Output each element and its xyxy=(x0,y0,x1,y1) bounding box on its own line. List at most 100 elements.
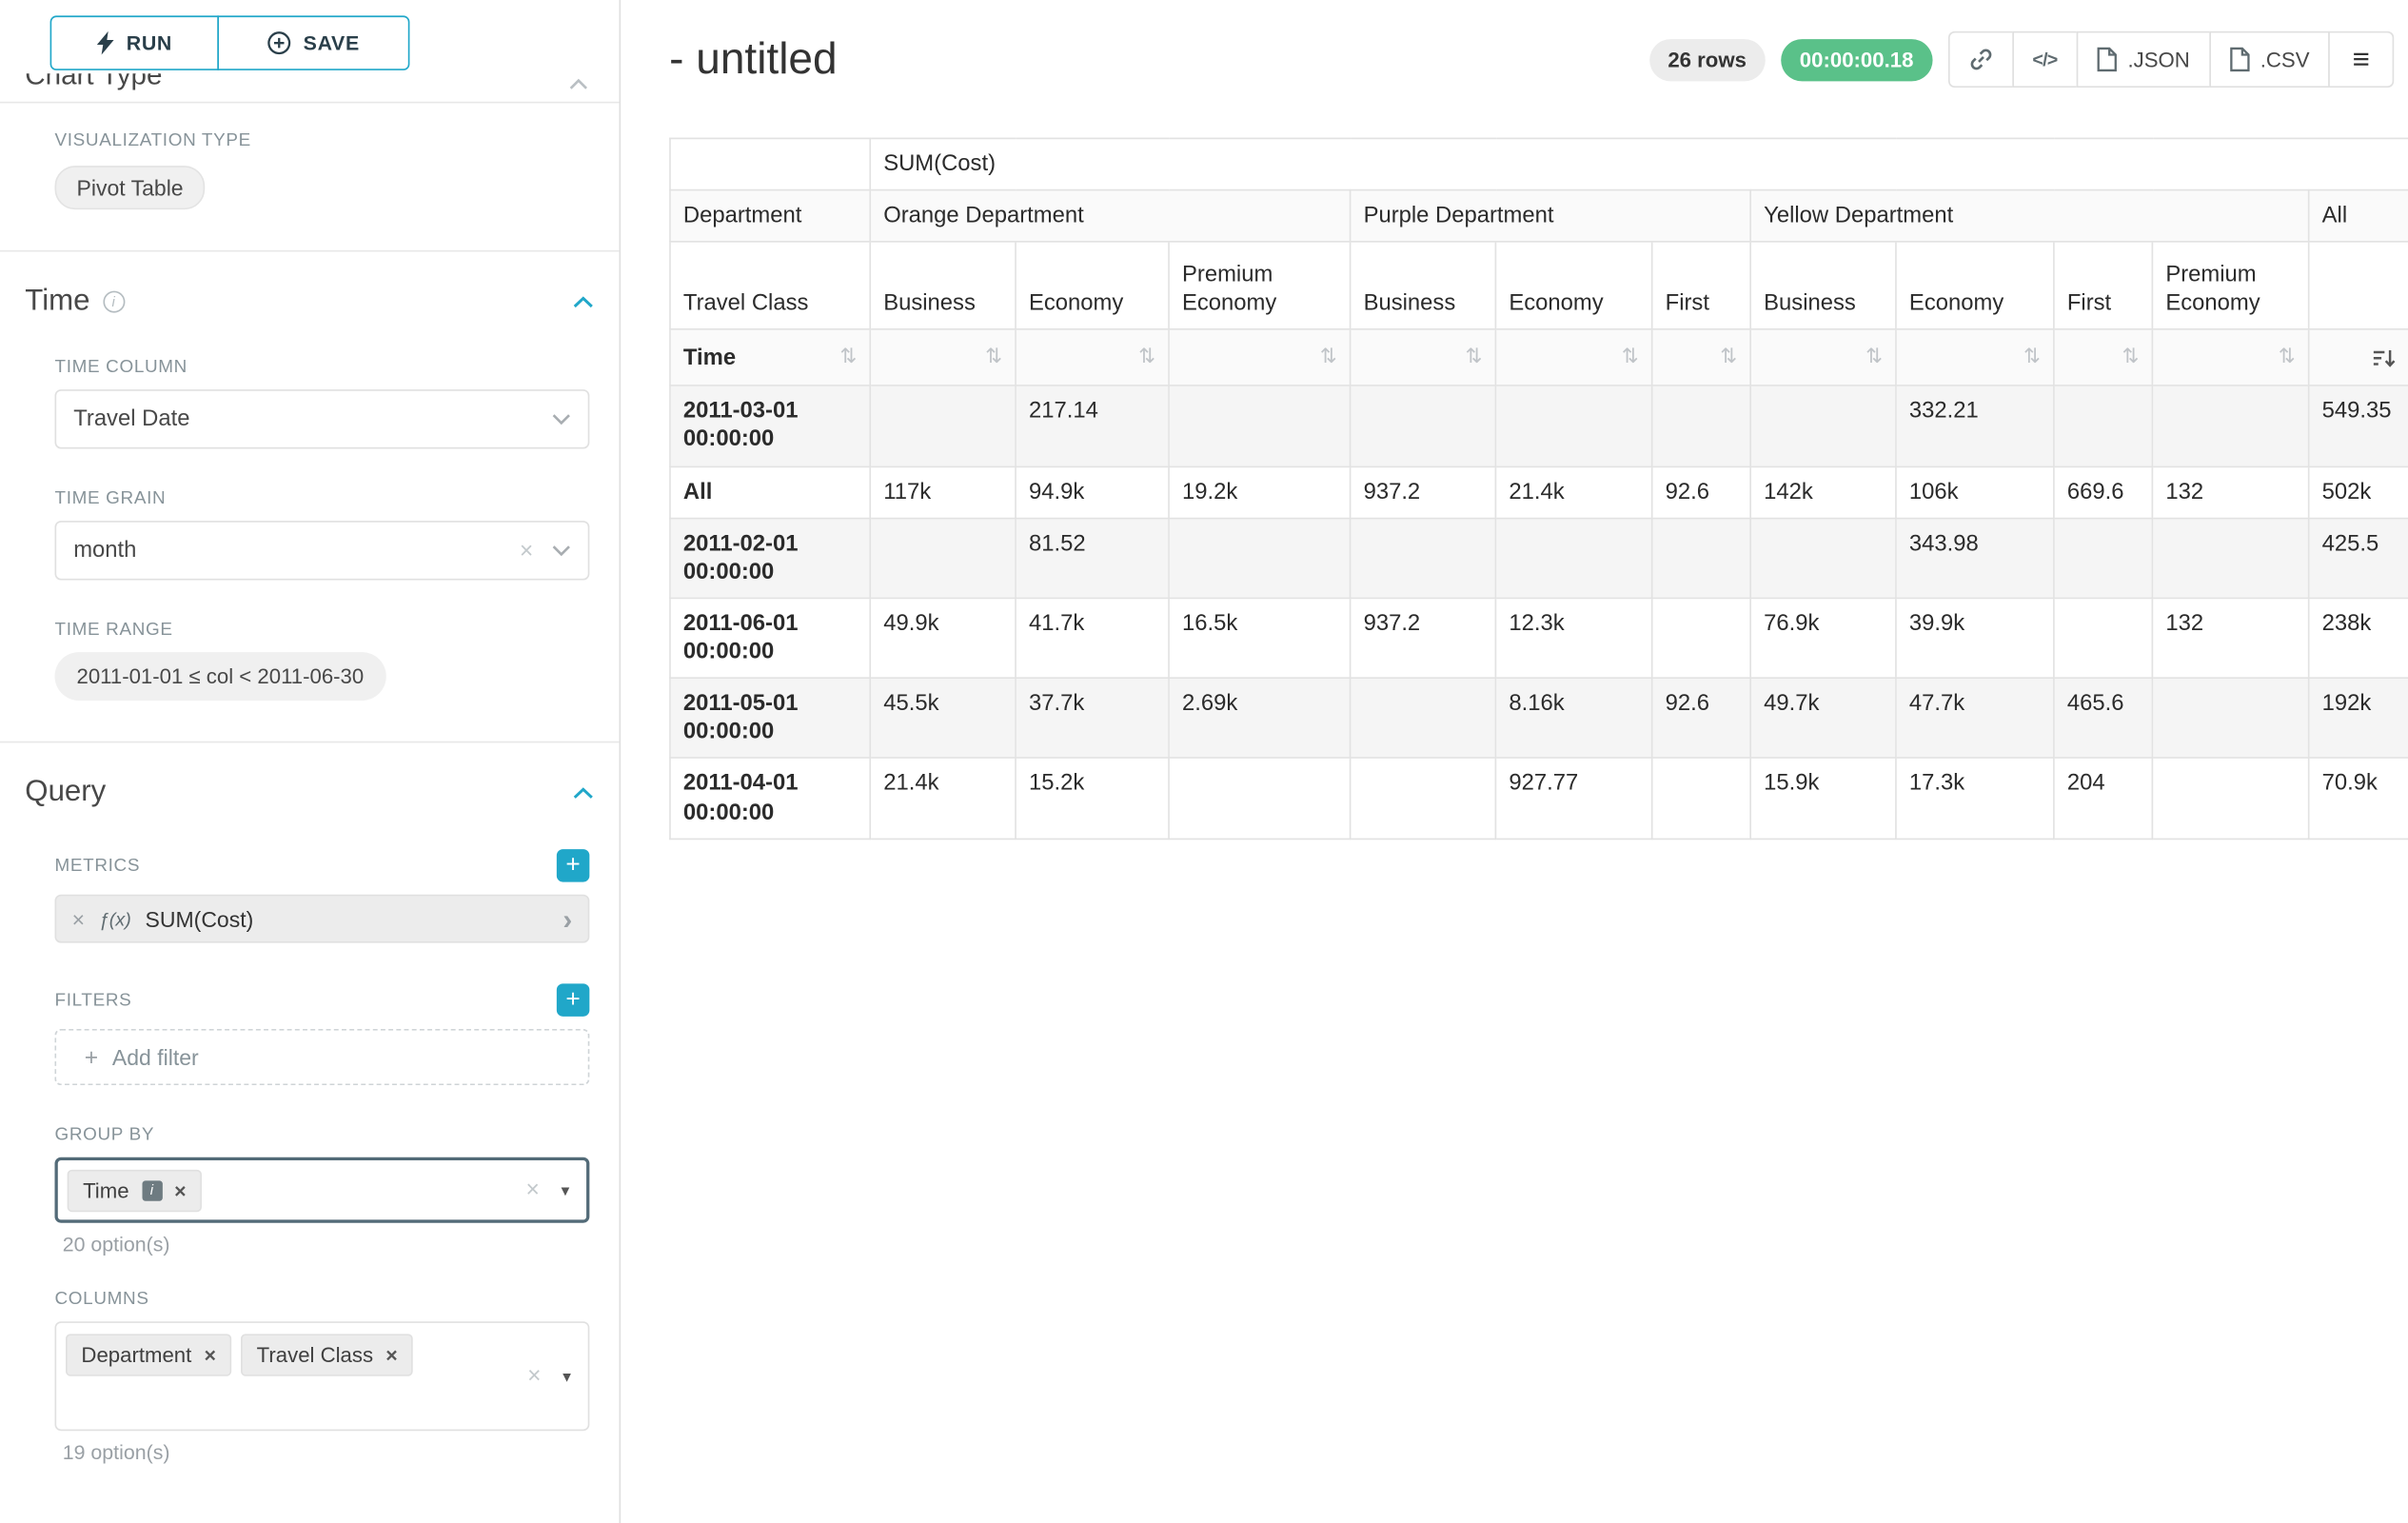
sort-toggle-icon[interactable]: ⇅ xyxy=(1621,345,1639,369)
clear-all-icon[interactable]: × xyxy=(525,1177,540,1204)
sort-toggle-icon[interactable]: ⇅ xyxy=(2278,345,2296,369)
sort-toggle-icon[interactable]: ⇅ xyxy=(1319,345,1337,369)
metrics-label: METRICS xyxy=(54,856,141,876)
pivot-class-header: Premium Economy xyxy=(1168,241,1352,331)
columns-chip[interactable]: Department × xyxy=(66,1334,232,1376)
query-section-title: Query xyxy=(25,775,107,809)
add-filter-plus-button[interactable]: + xyxy=(556,983,590,1017)
pivot-corner-cell xyxy=(669,137,872,191)
columns-chip[interactable]: Travel Class × xyxy=(241,1334,414,1376)
sort-toggle-icon[interactable]: ⇅ xyxy=(1465,345,1483,369)
chip-label: Travel Class xyxy=(256,1343,374,1367)
pivot-value-cell: 21.4k xyxy=(1494,465,1653,519)
sort-toggle-icon[interactable]: ⇅ xyxy=(2023,345,2041,369)
pivot-value-cell: 12.3k xyxy=(1494,597,1653,680)
pivot-class-header: Premium Economy xyxy=(2151,241,2310,331)
add-filter-button[interactable]: + Add filter xyxy=(54,1029,590,1086)
pivot-sort-header: ⇅ xyxy=(2053,328,2154,387)
pivot-value-cell: 17.3k xyxy=(1895,757,2055,840)
pivot-value-cell: 94.9k xyxy=(1015,465,1170,519)
sort-toggle-icon[interactable]: ⇅ xyxy=(985,345,1003,369)
file-icon xyxy=(2229,47,2249,72)
divider xyxy=(0,741,620,743)
visualization-type-control: VISUALIZATION TYPE Pivot Table xyxy=(54,131,589,210)
chart-title[interactable]: - untitled xyxy=(669,34,838,84)
sort-toggle-icon[interactable]: ⇅ xyxy=(1865,345,1883,369)
group-by-select[interactable]: Time i × × ▼ xyxy=(54,1157,590,1223)
pivot-department-header: Orange Department xyxy=(869,188,1352,244)
table-row: 2011-02-01 00:00:00 81.52 343.98 425.5 xyxy=(669,517,2408,600)
clear-icon[interactable]: × xyxy=(519,537,534,564)
pivot-value-cell xyxy=(1749,517,1897,600)
pivot-value-cell xyxy=(1650,757,1751,840)
copy-link-button[interactable] xyxy=(1947,30,2014,88)
columns-select[interactable]: Department × Travel Class × × ▼ xyxy=(54,1321,590,1432)
time-column-select[interactable]: Travel Date xyxy=(54,389,590,449)
caret-down-icon: ▼ xyxy=(558,1182,573,1198)
chevron-down-icon xyxy=(552,545,570,557)
time-grain-value: month xyxy=(73,538,137,564)
pivot-value-cell xyxy=(1494,385,1653,467)
clear-all-icon[interactable]: × xyxy=(527,1362,542,1390)
pivot-class-header: Economy xyxy=(1895,241,2055,331)
export-csv-button[interactable]: .CSV xyxy=(2208,30,2330,88)
time-section-header[interactable]: Time i xyxy=(0,280,620,324)
sort-toggle-icon[interactable]: ⇅ xyxy=(1720,345,1738,369)
chevron-up-icon xyxy=(569,73,588,95)
query-timer-badge: 00:00:00.18 xyxy=(1781,38,1933,81)
add-metric-button[interactable]: + xyxy=(556,849,590,882)
menu-button[interactable]: ≡ xyxy=(2328,30,2395,88)
sort-toggle-icon[interactable]: ⇅ xyxy=(839,345,858,369)
visualization-type-label: VISUALIZATION TYPE xyxy=(54,131,251,150)
pivot-value-cell: 45.5k xyxy=(869,677,1016,760)
sort-toggle-icon[interactable]: ⇅ xyxy=(2122,345,2140,369)
pivot-class-header: First xyxy=(2053,241,2154,331)
pivot-row-dimension-header: Time ⇅ xyxy=(669,328,872,387)
group-by-chip[interactable]: Time i × xyxy=(67,1169,203,1212)
remove-chip-icon[interactable]: × xyxy=(204,1343,216,1367)
pivot-row-label: 2011-02-01 00:00:00 xyxy=(669,517,872,600)
pivot-value-cell: 502k xyxy=(2307,465,2408,519)
visualization-type-value[interactable]: Pivot Table xyxy=(54,166,206,210)
time-range-value[interactable]: 2011-01-01 ≤ col < 2011-06-30 xyxy=(54,652,386,701)
pivot-class-header xyxy=(2307,241,2408,331)
pivot-value-cell: 204 xyxy=(2053,757,2154,840)
pivot-sort-header: ⇅ xyxy=(2151,328,2310,387)
pivot-class-header: First xyxy=(1650,241,1751,331)
caret-right-icon: › xyxy=(563,902,573,935)
chevron-up-icon[interactable] xyxy=(572,786,594,801)
export-json-button[interactable]: .JSON xyxy=(2076,30,2211,88)
pivot-value-cell: 425.5 xyxy=(2307,517,2408,600)
pivot-row-label: 2011-06-01 00:00:00 xyxy=(669,597,872,680)
save-button[interactable]: SAVE xyxy=(217,15,410,70)
pivot-value-cell: 132 xyxy=(2151,597,2310,680)
sort-toggle-icon[interactable]: ⇅ xyxy=(1138,345,1156,369)
pivot-department-header: Yellow Department xyxy=(1749,188,2310,244)
metric-label: SUM(Cost) xyxy=(145,906,254,932)
metric-chip[interactable]: × ƒ(x) SUM(Cost) › xyxy=(54,894,590,943)
pivot-value-cell: 937.2 xyxy=(1349,465,1497,519)
remove-metric-icon[interactable]: × xyxy=(71,906,86,932)
run-button[interactable]: RUN xyxy=(49,15,219,70)
time-grain-select[interactable]: month × xyxy=(54,521,590,581)
link-icon xyxy=(1970,49,1991,70)
view-query-button[interactable]: </> xyxy=(2011,30,2078,88)
pivot-sort-header xyxy=(2307,328,2408,387)
pivot-value-cell xyxy=(869,385,1016,467)
table-row: 2011-04-01 00:00:00 21.4k 15.2k 927.77 15.9k… xyxy=(669,757,2408,840)
pivot-row-label: All xyxy=(669,465,872,519)
query-section-header[interactable]: Query xyxy=(0,771,620,815)
chart-type-section-title: Chart Type xyxy=(25,73,163,91)
pivot-value-cell: 142k xyxy=(1749,465,1897,519)
chevron-up-icon[interactable] xyxy=(572,295,594,309)
remove-chip-icon[interactable]: × xyxy=(174,1177,187,1202)
time-column-label: TIME COLUMN xyxy=(54,358,188,377)
pivot-sort-header: ⇅ xyxy=(1349,328,1497,387)
action-button-group: RUN SAVE xyxy=(49,15,620,70)
sort-desc-active-icon[interactable] xyxy=(2372,346,2396,368)
plus-icon: + xyxy=(565,985,581,1013)
pivot-class-header: Business xyxy=(1349,241,1497,331)
remove-chip-icon[interactable]: × xyxy=(385,1343,398,1367)
options-count: 20 option(s) xyxy=(62,1232,170,1256)
